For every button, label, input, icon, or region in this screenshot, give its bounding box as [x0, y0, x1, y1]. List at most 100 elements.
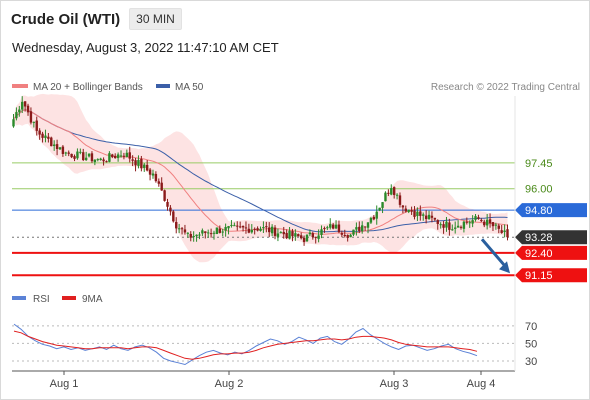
legend-rsi-swatch: [12, 296, 26, 300]
candle-body: [250, 229, 253, 233]
candle-body: [297, 234, 300, 237]
candle-body: [157, 181, 160, 184]
candle-body: [488, 219, 492, 224]
candle-body: [337, 224, 341, 233]
candle-body: [265, 226, 268, 228]
candle-body: [375, 211, 378, 219]
candle-body: [497, 225, 500, 229]
candle-body: [477, 217, 480, 219]
candle-body: [218, 228, 222, 233]
candle-body: [186, 232, 190, 234]
x-tick-label: Aug 3: [380, 378, 409, 390]
candles-group: [12, 96, 509, 246]
candle-body: [105, 161, 108, 163]
candle-body: [331, 224, 335, 229]
candle-body: [433, 217, 437, 220]
candle-body: [38, 130, 41, 135]
candle-body: [116, 154, 120, 159]
candle-body: [282, 231, 285, 235]
candle-body: [195, 234, 198, 237]
candle-body: [148, 169, 152, 175]
candle-body: [79, 151, 82, 153]
candle-body: [448, 222, 451, 230]
candle-body: [392, 187, 396, 195]
bollinger-band-area: [13, 93, 508, 263]
candle-body: [134, 160, 137, 166]
candle-body: [305, 234, 309, 242]
candle-body: [372, 216, 376, 220]
candle-body: [384, 192, 387, 202]
candle-body: [268, 227, 271, 233]
candle-body: [355, 227, 358, 230]
candle-body: [468, 222, 471, 224]
legend-rsi-label: RSI: [33, 294, 50, 305]
candle-body: [369, 218, 373, 223]
candle-body: [18, 109, 21, 113]
legend-ma20-label: MA 20 + Bollinger Bands: [33, 82, 143, 93]
candle-body: [366, 222, 370, 228]
candle-body: [29, 111, 33, 123]
candle-body: [340, 233, 344, 235]
candle-body: [401, 205, 405, 208]
candle-body: [453, 227, 457, 229]
candle-body: [247, 228, 251, 233]
candle-body: [465, 221, 469, 223]
candle-body: [436, 220, 439, 224]
candle-body: [177, 228, 181, 230]
candle-body: [140, 158, 143, 169]
candle-body: [334, 224, 338, 229]
rsi-ma-line: [13, 330, 478, 360]
level-tag-91.15: [515, 268, 587, 283]
candle-body: [192, 235, 195, 238]
candle-body: [131, 159, 134, 161]
candle-body: [416, 211, 419, 217]
x-tick-label: Aug 4: [467, 378, 496, 390]
level-label-93.28: 93.28: [525, 232, 553, 244]
candle-body: [26, 105, 30, 113]
chart-datetime: Wednesday, August 3, 2022 11:47:10 AM CE…: [12, 40, 279, 55]
candle-body: [253, 228, 256, 230]
candle-body: [76, 151, 79, 159]
candle-body: [256, 228, 259, 231]
candle-body: [227, 226, 230, 229]
x-tick-label: Aug 2: [215, 378, 244, 390]
legend-ma20-swatch: [12, 84, 28, 88]
candle-body: [15, 112, 18, 119]
candle-body: [233, 225, 236, 227]
candle-body: [137, 159, 140, 166]
candle-body: [241, 225, 245, 228]
candle-body: [12, 119, 15, 127]
candle-body: [55, 144, 59, 149]
candle-body: [125, 152, 129, 157]
candle-body: [122, 155, 126, 157]
ma50-line: [13, 109, 508, 233]
candle-body: [224, 226, 227, 231]
candle-body: [102, 159, 105, 162]
candle-body: [166, 201, 169, 207]
legend-ma50-label: MA 50: [175, 82, 204, 93]
candle-body: [317, 235, 320, 239]
interval-button[interactable]: 30 MIN: [129, 8, 182, 30]
candle-body: [238, 226, 242, 228]
rsi-tick-30: 30: [525, 356, 537, 368]
legend-ma50-swatch: [156, 84, 170, 88]
candle-body: [279, 232, 283, 234]
forecast-arrow-shaft: [480, 238, 508, 269]
candle-body: [111, 154, 114, 158]
candle-body: [73, 156, 76, 159]
candle-body: [291, 231, 294, 237]
candle-body: [299, 235, 303, 239]
candle-body: [302, 237, 306, 242]
candle-body: [99, 158, 102, 161]
candle-body: [404, 208, 407, 212]
candle-body: [221, 231, 224, 233]
candle-body: [494, 224, 498, 226]
candle-body: [47, 136, 50, 139]
candle-body: [387, 192, 390, 194]
legend-rsi-ma-label: 9MA: [82, 294, 103, 305]
candle-body: [32, 121, 36, 123]
candle-body: [183, 229, 187, 233]
candle-body: [172, 211, 175, 222]
candle-body: [314, 236, 317, 238]
